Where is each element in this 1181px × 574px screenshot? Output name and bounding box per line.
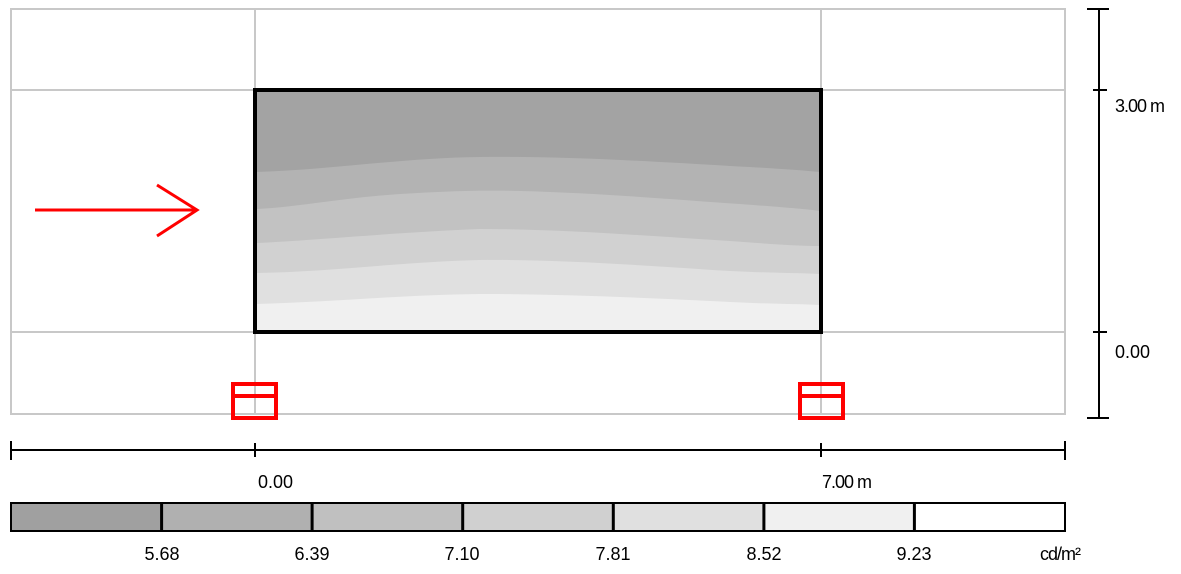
horizontal-scale-label-left: 0.00 [258,472,293,492]
contour-band-6 [256,294,820,331]
legend-swatch-1 [10,502,163,532]
legend-swatch-7 [913,502,1067,532]
horizontal-scale [10,441,1066,460]
calculation-field-outline [253,88,823,334]
legend-swatch-3 [311,502,464,532]
horizontal-scale-label-right: 7.00 m [822,472,871,492]
legend-value-4: 7.81 [595,544,630,564]
luminance-contours [256,91,821,332]
legend-value-6: 9.23 [896,544,931,564]
legend-color-bar [10,502,1067,532]
legend-value-5: 8.52 [746,544,781,564]
luminaire-marker-left [231,382,278,420]
plan-frame [10,8,1066,415]
legend-value-3: 7.10 [444,544,479,564]
legend-value-1: 5.68 [144,544,179,564]
legend-swatch-2 [160,502,314,532]
legend-swatch-4 [461,502,615,532]
vertical-scale-label-top: 3.00 m [1115,96,1164,116]
legend-unit: cd/m² [1040,544,1081,564]
luminaire-marker-right [798,382,845,420]
legend-value-2: 6.39 [294,544,329,564]
luminaire-markers [231,382,845,420]
vertical-scale-label-bottom: 0.00 [1115,342,1150,362]
vertical-scale [1087,8,1109,419]
legend-swatch-5 [612,502,765,532]
legend-swatch-6 [762,502,916,532]
observer-direction-arrow [35,183,200,238]
